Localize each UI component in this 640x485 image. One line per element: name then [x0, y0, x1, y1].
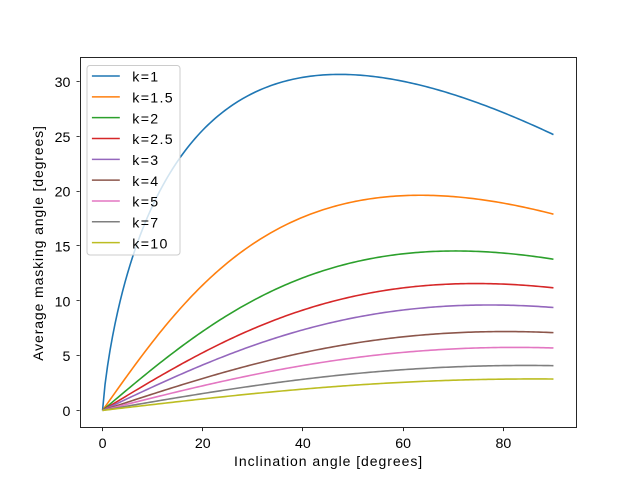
svg-text:25: 25 [55, 130, 71, 146]
svg-text:40: 40 [295, 436, 311, 452]
svg-text:k=2.5: k=2.5 [132, 132, 174, 148]
svg-text:15: 15 [55, 240, 71, 256]
svg-text:k=7: k=7 [132, 216, 159, 232]
svg-text:0: 0 [63, 404, 71, 420]
svg-text:0: 0 [99, 436, 107, 452]
svg-text:20: 20 [55, 185, 71, 201]
svg-text:k=1.5: k=1.5 [132, 91, 174, 107]
svg-text:k=5: k=5 [132, 195, 159, 211]
svg-text:k=3: k=3 [132, 153, 159, 169]
svg-text:30: 30 [55, 75, 71, 91]
svg-text:60: 60 [395, 436, 411, 452]
svg-text:k=4: k=4 [132, 174, 159, 190]
svg-text:20: 20 [195, 436, 211, 452]
svg-text:k=2: k=2 [132, 111, 159, 127]
svg-text:k=1: k=1 [132, 70, 159, 86]
svg-text:5: 5 [63, 349, 71, 365]
svg-text:k=10: k=10 [132, 236, 168, 252]
svg-text:10: 10 [55, 294, 71, 310]
svg-text:Inclination angle [degrees]: Inclination angle [degrees] [234, 453, 423, 469]
svg-text:Average masking angle [degrees: Average masking angle [degrees] [30, 125, 46, 361]
svg-text:80: 80 [495, 436, 511, 452]
